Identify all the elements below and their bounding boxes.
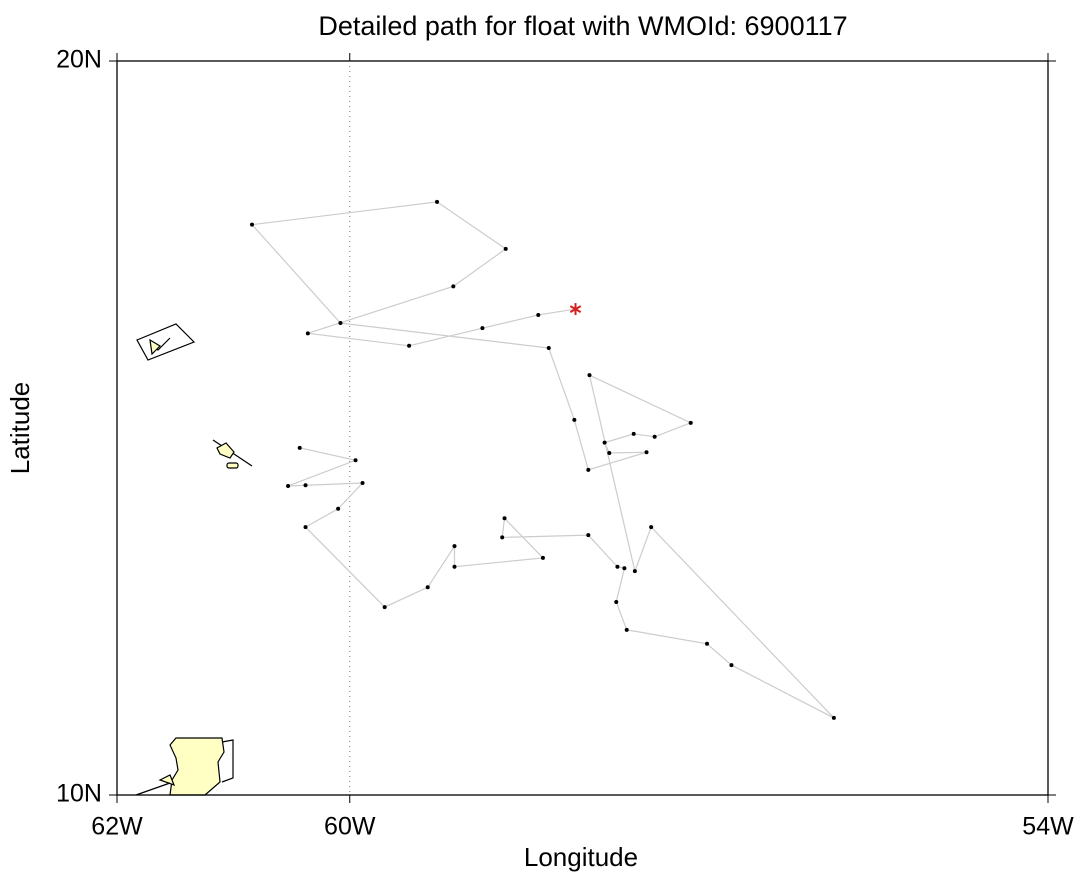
float-position bbox=[587, 373, 592, 378]
last-position bbox=[569, 303, 582, 316]
float-position bbox=[540, 555, 545, 560]
x-tick-label: 54W bbox=[1022, 813, 1074, 841]
float-position bbox=[382, 605, 387, 610]
float-position bbox=[480, 326, 485, 331]
float-position bbox=[615, 564, 620, 569]
float-position bbox=[502, 516, 507, 521]
x-tick-label: 60W bbox=[324, 813, 376, 841]
float-position bbox=[407, 343, 412, 348]
y-axis-label: Latitude bbox=[5, 382, 35, 475]
float-position bbox=[500, 535, 505, 540]
x-axis-label: Longitude bbox=[524, 842, 638, 872]
coast bbox=[221, 739, 234, 783]
x-tick-label: 62W bbox=[91, 813, 143, 841]
float-position bbox=[572, 417, 577, 422]
float-position bbox=[336, 506, 341, 511]
float-position bbox=[249, 222, 254, 227]
float-position bbox=[303, 483, 308, 488]
float-position bbox=[586, 533, 591, 538]
float-position bbox=[586, 467, 591, 472]
float-position bbox=[452, 564, 457, 569]
float-position bbox=[503, 246, 508, 251]
float-position bbox=[688, 420, 693, 425]
float-path bbox=[250, 201, 835, 719]
float-position bbox=[705, 641, 710, 646]
float-position bbox=[831, 715, 836, 720]
float-position bbox=[649, 525, 654, 530]
coast bbox=[135, 782, 171, 796]
float-position bbox=[652, 434, 657, 439]
float-position bbox=[305, 331, 310, 336]
float-position bbox=[729, 663, 734, 668]
float-position bbox=[435, 199, 440, 204]
float-position bbox=[644, 450, 649, 455]
float-position bbox=[303, 525, 308, 530]
float-position bbox=[622, 566, 627, 571]
float-position bbox=[353, 458, 358, 463]
land bbox=[135, 323, 253, 796]
float-position bbox=[297, 445, 302, 450]
float-position bbox=[631, 431, 636, 436]
asterisk-stroke bbox=[569, 305, 582, 313]
y-tick-label: 20N bbox=[56, 46, 102, 74]
island bbox=[169, 737, 225, 796]
float-position bbox=[607, 450, 612, 455]
float-position bbox=[425, 585, 430, 590]
float-position bbox=[338, 321, 343, 326]
float-position bbox=[602, 440, 607, 445]
island bbox=[136, 323, 196, 361]
float-position bbox=[614, 599, 619, 604]
island bbox=[226, 462, 239, 469]
island bbox=[216, 442, 235, 459]
float-position bbox=[452, 544, 457, 549]
float-position bbox=[624, 627, 629, 632]
float-position bbox=[546, 345, 551, 350]
chart-title: Detailed path for float with WMOId: 6900… bbox=[318, 11, 847, 41]
y-tick-label: 10N bbox=[56, 780, 102, 808]
float-position bbox=[451, 284, 456, 289]
island bbox=[158, 774, 176, 787]
float-position bbox=[536, 312, 541, 317]
float-position bbox=[360, 481, 365, 486]
float-position bbox=[286, 483, 291, 488]
plot-frame bbox=[116, 60, 1049, 796]
float-position bbox=[632, 569, 637, 574]
island bbox=[149, 338, 161, 356]
